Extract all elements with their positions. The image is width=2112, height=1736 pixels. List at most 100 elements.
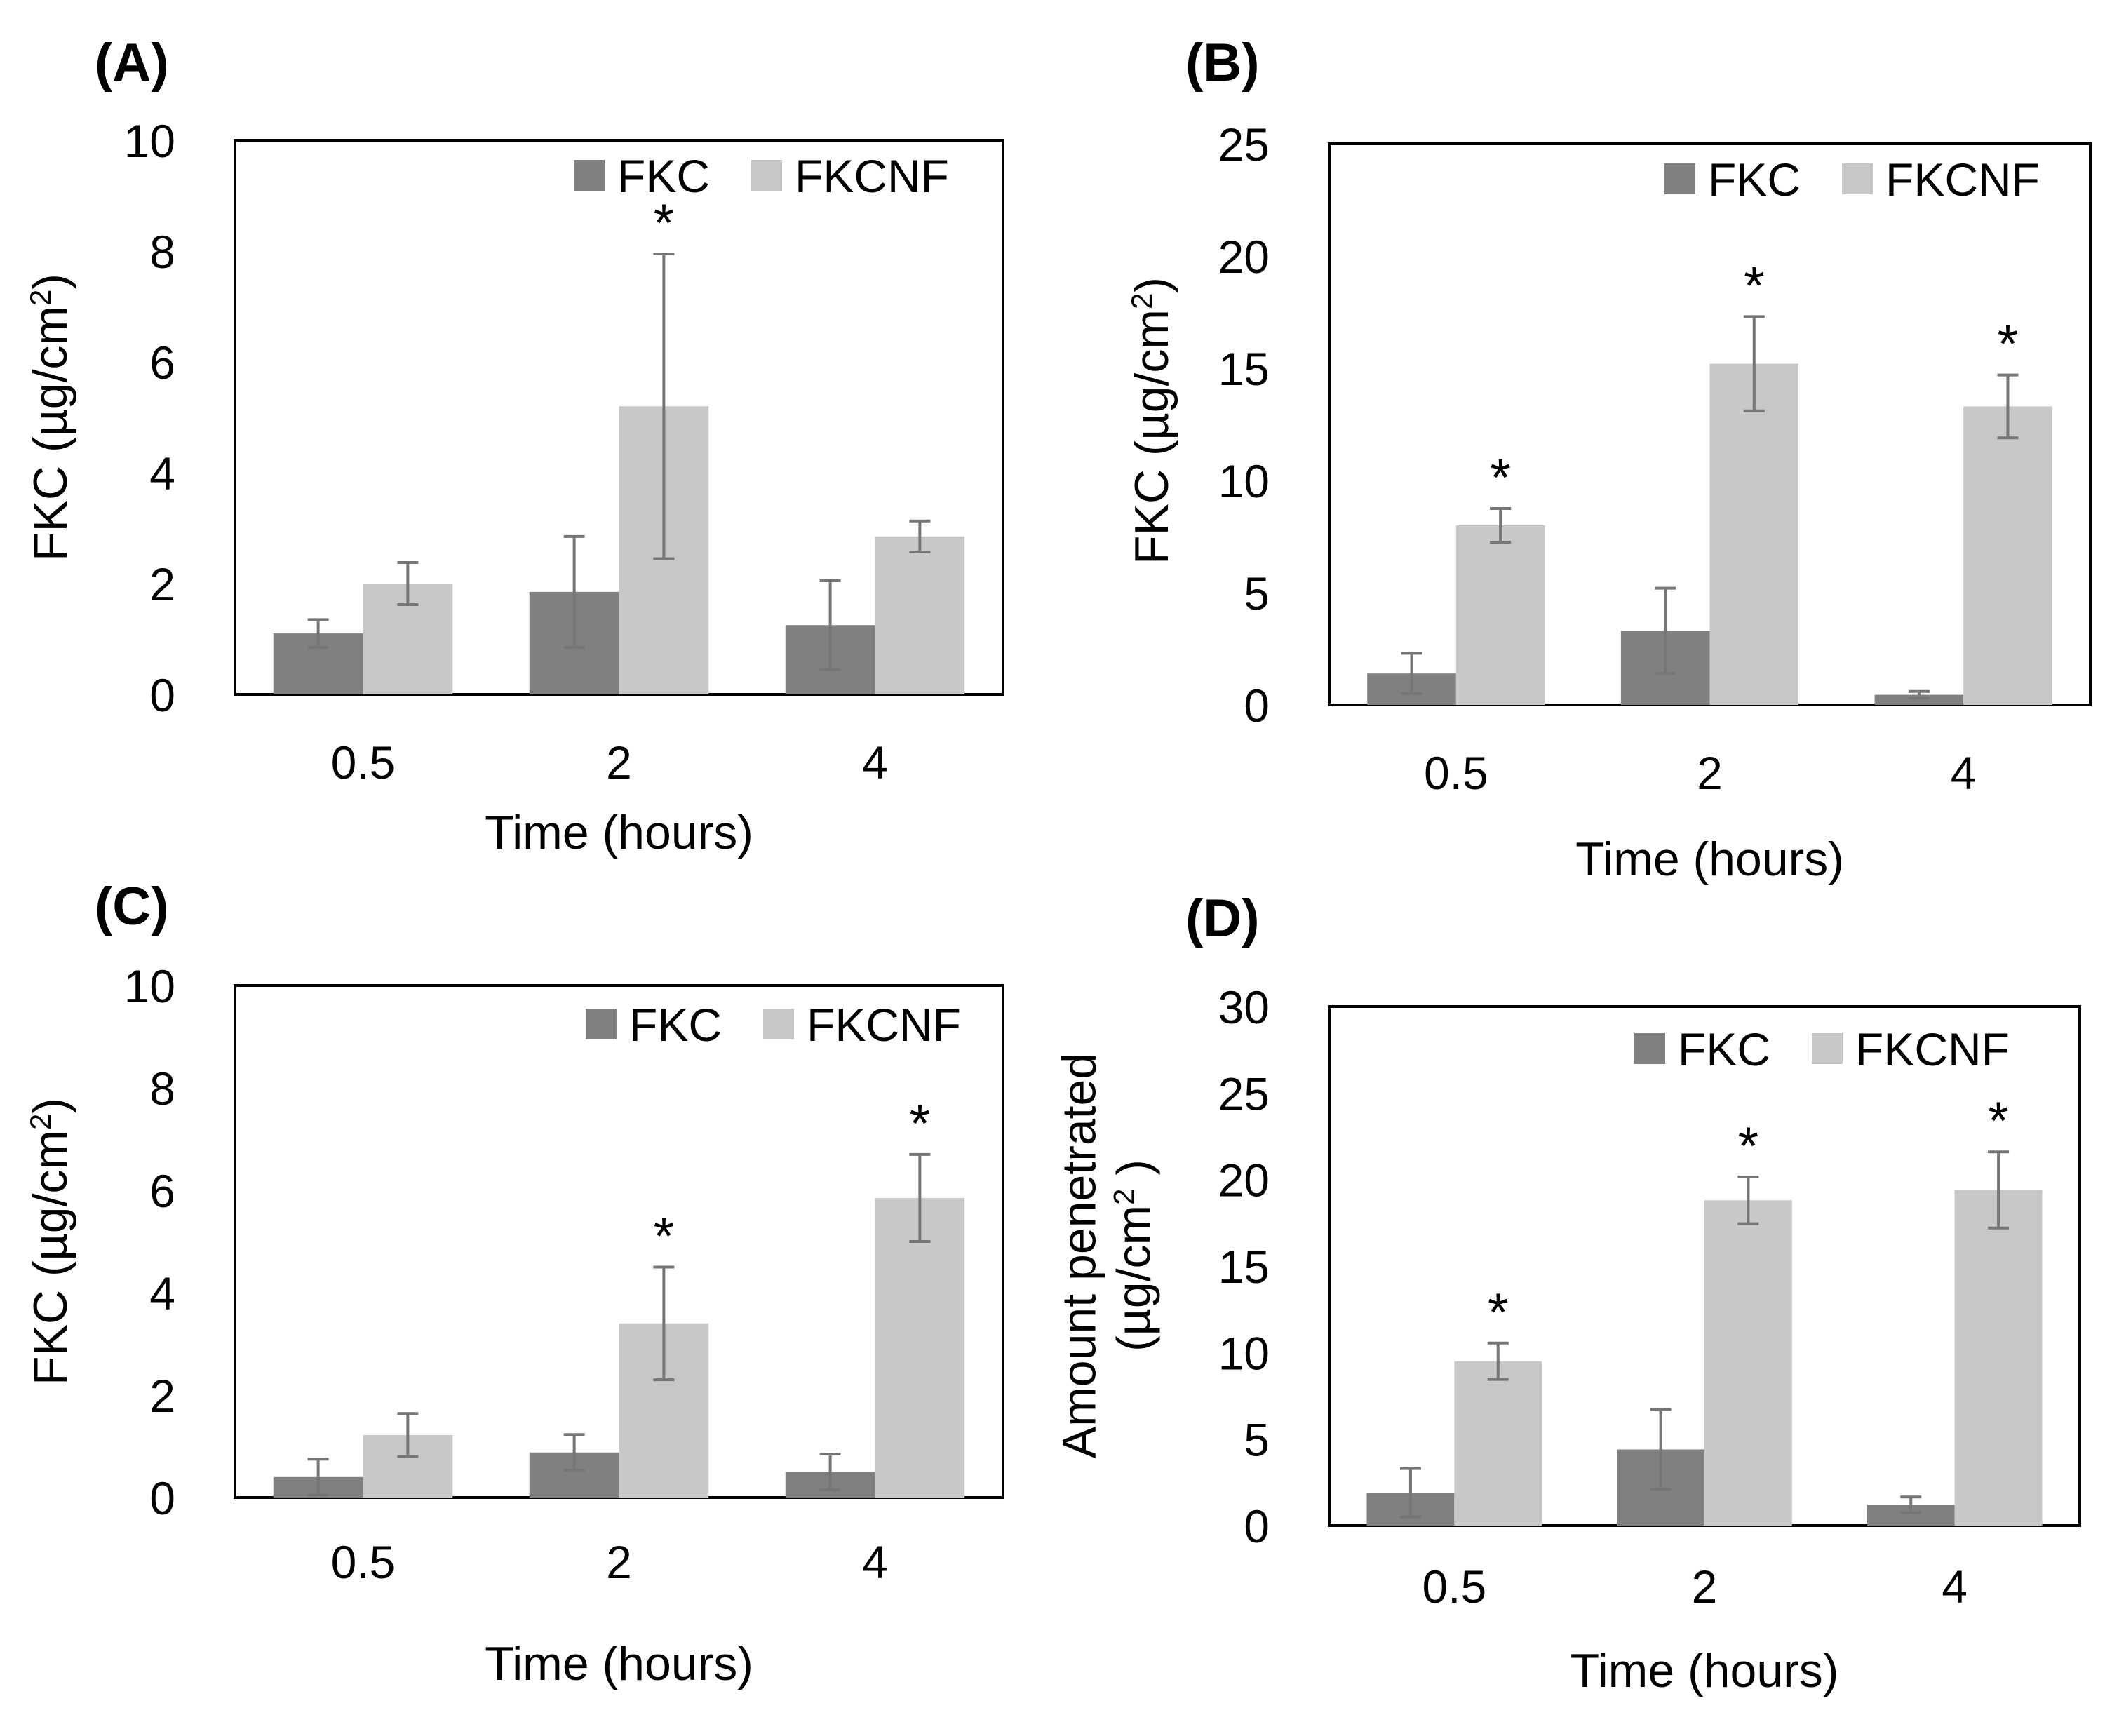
y-axis-label-superscript: 2 (24, 290, 57, 306)
y-tick-label: 15 (1218, 343, 1270, 395)
x-tick-label: 4 (1942, 1561, 1968, 1613)
x-tick-label: 0.5 (331, 1536, 396, 1588)
bar-fkcnf (875, 536, 965, 694)
bar-fkcnf (1455, 525, 1545, 705)
y-axis-label-tail: ) (1108, 1159, 1161, 1189)
x-tick-label: 2 (606, 736, 632, 788)
legend-swatch-fkc (1634, 1033, 1665, 1064)
y-axis-label-main: FKC (µg/cm (24, 306, 77, 561)
x-tick-label: 4 (862, 1536, 888, 1588)
y-tick-label: 0 (1244, 680, 1270, 732)
legend-label-fkc: FKC (617, 150, 710, 202)
significance-marker: * (654, 1207, 675, 1267)
significance-marker: * (1744, 256, 1765, 316)
y-tick-label: 20 (1218, 1155, 1270, 1206)
y-axis-label-line2: (µg/cm (1108, 1205, 1161, 1352)
bar-fkcnf (875, 1197, 965, 1498)
y-tick-label: 25 (1218, 119, 1270, 170)
y-axis-label-main: FKC (µg/cm (1125, 309, 1178, 565)
y-tick-label: 10 (1218, 1327, 1270, 1379)
bar-fkcnf (1454, 1361, 1542, 1526)
bar-fkcnf (1704, 1200, 1792, 1526)
legend: FKC FKCNF (1664, 154, 2040, 206)
x-axis-label: Time (hours) (1575, 833, 1844, 886)
y-tick-label: 0 (1244, 1500, 1270, 1552)
x-tick-label: 2 (1692, 1561, 1718, 1613)
x-axis-label: Time (hours) (485, 806, 753, 859)
y-axis-label: FKC (µg/cm2) (1125, 277, 1178, 565)
y-axis-label-line1: Amount penetrated (1052, 1053, 1105, 1458)
legend-swatch-fkc (574, 160, 605, 191)
y-axis-label-superscript: 2 (1108, 1189, 1141, 1205)
y-tick-label: 8 (149, 226, 175, 278)
y-tick-label: 6 (149, 337, 175, 389)
significance-marker: * (910, 1094, 931, 1154)
significance-marker: * (1738, 1117, 1759, 1176)
legend: FKC FKCNF (586, 999, 961, 1051)
bar-fkcnf (1963, 406, 2052, 705)
x-axis-label: Time (hours) (1570, 1644, 1839, 1697)
significance-marker: * (1490, 448, 1511, 508)
legend-swatch-fkc (586, 1009, 617, 1039)
y-axis-label-tail: ) (24, 274, 77, 290)
legend-label-fkcnf: FKCNF (1885, 154, 2040, 206)
y-axis-label: FKC (µg/cm2) (24, 274, 77, 561)
bar-fkcnf (1954, 1190, 2043, 1526)
y-tick-label: 10 (1218, 455, 1270, 507)
x-tick-label: 0.5 (331, 736, 396, 788)
significance-marker: * (1488, 1283, 1509, 1343)
legend-label-fkcnf: FKCNF (1855, 1023, 2010, 1075)
y-tick-label: 10 (124, 960, 175, 1012)
y-tick-label: 30 (1218, 981, 1270, 1033)
y-tick-label: 20 (1218, 231, 1270, 283)
legend-label-fkc: FKC (1708, 154, 1801, 206)
panel-label: (C) (95, 877, 169, 936)
legend-swatch-fkcnf (763, 1009, 794, 1039)
y-axis-label: Amount penetrated(µg/cm2 ) (1052, 1053, 1160, 1458)
panel-d: (D) 0 5 10 15 20 25 30 * 0.5 * 2 * 4 Time (hours) Amoun… (1052, 889, 2081, 1697)
legend-label-fkc: FKC (629, 999, 722, 1051)
legend-swatch-fkcnf (751, 160, 782, 191)
legend-swatch-fkcnf (1812, 1033, 1843, 1064)
y-axis-label-tail: ) (24, 1098, 77, 1114)
y-tick-label: 0 (149, 669, 175, 721)
y-tick-label: 15 (1218, 1241, 1270, 1293)
panel-label: (D) (1185, 889, 1260, 948)
legend-label-fkcnf: FKCNF (795, 150, 949, 202)
x-tick-label: 2 (1697, 747, 1723, 799)
legend-swatch-fkc (1664, 163, 1695, 194)
y-tick-label: 10 (124, 115, 175, 167)
legend-swatch-fkcnf (1842, 163, 1873, 194)
y-tick-label: 5 (1244, 567, 1270, 619)
y-axis-label: FKC (µg/cm2) (24, 1098, 77, 1385)
x-tick-label: 4 (862, 736, 888, 788)
legend: FKC FKCNF (1634, 1023, 2010, 1075)
y-axis-label-tail: ) (1125, 277, 1178, 293)
legend-label-fkcnf: FKCNF (807, 999, 961, 1051)
y-tick-label: 8 (149, 1063, 175, 1115)
y-axis-label-main: FKC (µg/cm (24, 1130, 77, 1385)
y-tick-label: 25 (1218, 1068, 1270, 1119)
bar-fkcnf (1709, 363, 1799, 705)
y-tick-label: 2 (149, 1370, 175, 1422)
significance-marker: * (1988, 1091, 2009, 1151)
x-tick-label: 0.5 (1424, 747, 1488, 799)
y-tick-label: 2 (149, 558, 175, 610)
bar-fkc (1874, 694, 1964, 705)
x-tick-label: 0.5 (1422, 1561, 1486, 1613)
y-tick-label: 4 (149, 1267, 175, 1319)
panel-label: (A) (95, 33, 169, 93)
y-tick-label: 6 (149, 1165, 175, 1217)
panel-b: (B) 0 5 10 15 20 25 * 0.5 * 2 * 4 Time (hours) FKC (µg… (1125, 33, 2092, 886)
panel-label: (B) (1185, 33, 1260, 93)
y-tick-label: 0 (149, 1472, 175, 1524)
legend: FKC FKCNF (574, 150, 949, 202)
legend-label-fkc: FKC (1678, 1023, 1770, 1075)
x-axis-label: Time (hours) (485, 1637, 753, 1690)
y-tick-label: 4 (149, 448, 175, 499)
x-tick-label: 4 (1951, 747, 1977, 799)
y-axis-label-superscript: 2 (1125, 293, 1158, 309)
